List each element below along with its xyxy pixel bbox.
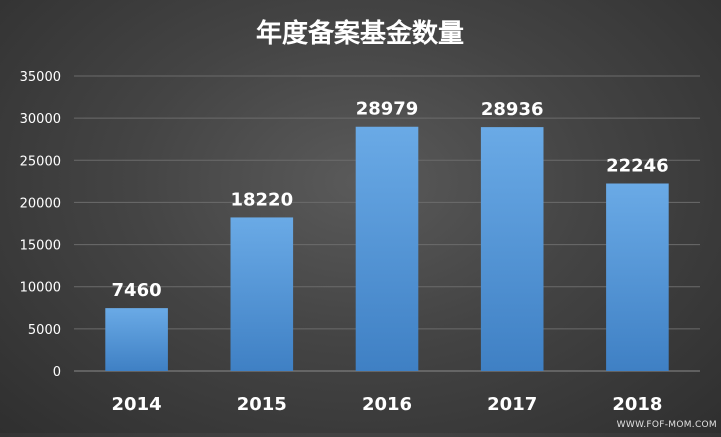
data-label-2016: 28979 [356, 99, 419, 120]
bar-2017 [481, 127, 544, 371]
bar-2016 [356, 127, 419, 371]
chart-title: 年度备案基金数量 [256, 18, 464, 49]
x-tick-label-2015: 2015 [237, 394, 287, 415]
x-tick-label-2014: 2014 [112, 394, 162, 415]
data-label-2015: 18220 [230, 189, 293, 210]
bars [105, 127, 668, 371]
y-tick-label: 20000 [20, 196, 61, 211]
y-tick-label: 5000 [28, 323, 61, 338]
bar-2014 [105, 308, 168, 371]
y-tick-label: 30000 [20, 112, 61, 127]
y-axis: 0 5000 10000 15000 20000 25000 30000 35000 [20, 70, 61, 380]
data-label-2017: 28936 [481, 99, 544, 120]
x-tick-label-2016: 2016 [362, 394, 412, 415]
bar-2018 [606, 183, 669, 371]
bar-2015 [231, 217, 294, 371]
x-tick-label-2017: 2017 [487, 394, 537, 415]
y-tick-label: 10000 [20, 281, 61, 296]
data-label-2014: 7460 [112, 280, 162, 301]
x-axis: 2014 2015 2016 2017 2018 [112, 394, 663, 415]
y-tick-label: 25000 [20, 154, 61, 169]
y-tick-label: 0 [53, 365, 61, 380]
data-label-2018: 22246 [606, 155, 669, 176]
y-tick-label: 15000 [20, 239, 61, 254]
watermark: WWW.FOF-MOM.COM [617, 420, 717, 430]
x-tick-label-2018: 2018 [612, 394, 662, 415]
y-tick-label: 35000 [20, 70, 61, 85]
